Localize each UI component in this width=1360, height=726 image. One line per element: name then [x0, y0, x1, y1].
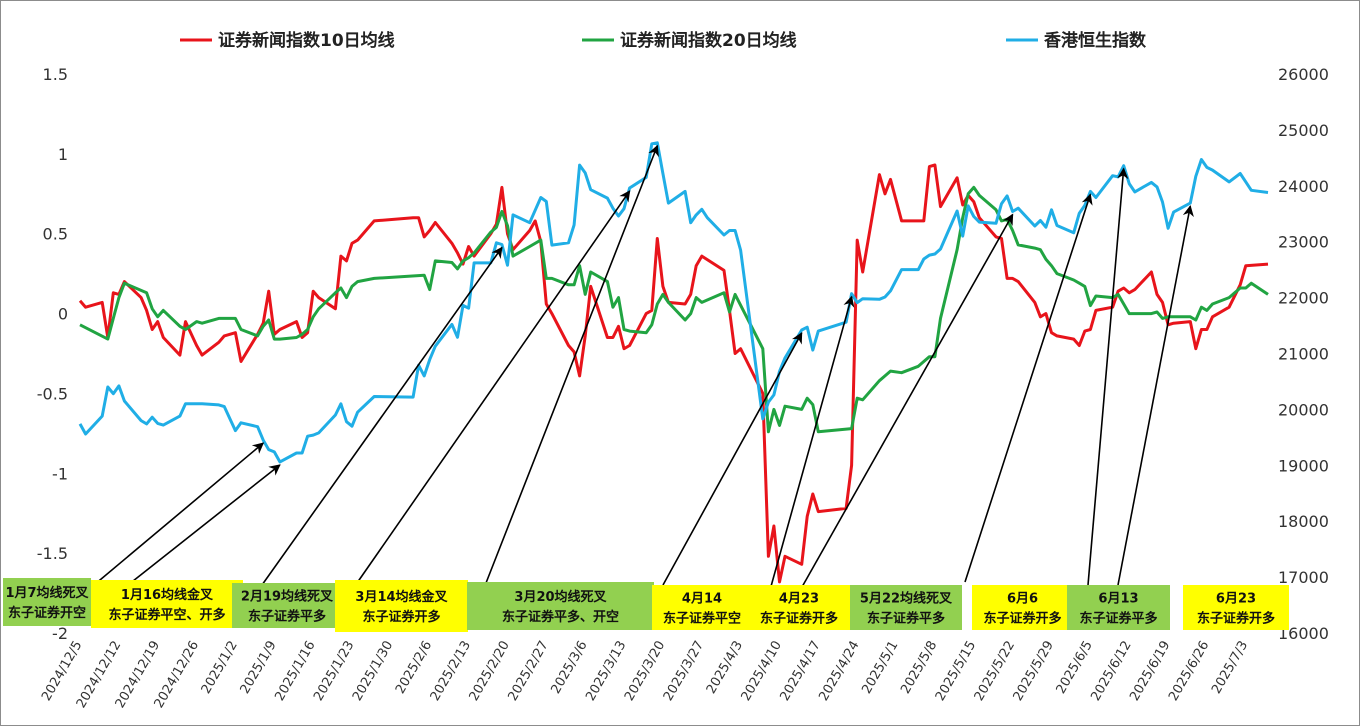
- annotation-box: [1183, 585, 1289, 630]
- annotation-box: [652, 585, 752, 630]
- annotation-action: 东子证券平空: [663, 611, 741, 627]
- annotation-action: 东子证券开多: [1197, 611, 1275, 627]
- y-left-tick-label: -0.5: [37, 384, 68, 403]
- annotation-arrow: [1087, 167, 1129, 586]
- y-left-tick-label: -1: [52, 464, 68, 483]
- annotation-arrow: [769, 295, 855, 591]
- annotation-arrow: [356, 190, 631, 584]
- y-left-tick-label: 1: [58, 145, 68, 164]
- annotation-title: 6月6: [1007, 592, 1038, 607]
- annotation-action: 东子证券平多: [867, 611, 945, 627]
- annotation-title: 5月22均线死叉: [860, 591, 953, 607]
- y-left-tick-label: 0: [58, 305, 68, 324]
- y-right-tick-label: 20000: [1278, 400, 1329, 419]
- series-line: [79, 185, 1269, 434]
- y-right-tick-label: 21000: [1278, 345, 1329, 364]
- y-right-tick-label: 24000: [1278, 177, 1329, 196]
- legend-label: 香港恒生指数: [1044, 30, 1147, 51]
- annotation-action: 东子证券开多: [362, 609, 440, 625]
- annotation-title: 6月13: [1098, 592, 1138, 607]
- annotation-action: 东子证券开多: [983, 611, 1061, 627]
- annotation-action: 东子证券平多、开空: [502, 609, 619, 625]
- annotation-arrow: [1117, 205, 1194, 586]
- annotation-title: 1月7均线死叉: [5, 585, 89, 601]
- annotation-box: [972, 585, 1073, 630]
- y-left-tick-label: -1.5: [37, 544, 68, 563]
- annotation-box: [748, 585, 850, 630]
- y-left-tick-label: -2: [52, 624, 68, 643]
- annotation-action: 东子证券平多: [248, 609, 326, 625]
- annotation-arrow: [93, 442, 265, 586]
- annotation-title: 6月23: [1216, 592, 1256, 607]
- series-line: [78, 141, 1269, 464]
- annotation-action: 东子证券平多: [1079, 611, 1157, 627]
- annotation-box: [335, 580, 468, 632]
- annotation-box: [91, 580, 243, 628]
- y-left-tick-label: 0.5: [43, 225, 68, 244]
- annotation-arrow: [662, 332, 803, 586]
- legend-label: 证券新闻指数20日均线: [620, 30, 797, 51]
- annotation-title: 1月16均线金叉: [121, 587, 214, 603]
- y-right-tick-label: 26000: [1278, 65, 1329, 84]
- annotation-arrow: [964, 193, 1093, 583]
- series-layer: [78, 141, 1269, 584]
- y-left-tick-label: 1.5: [43, 65, 68, 84]
- annotation-boxes: 1月7均线死叉东子证券开空1月16均线金叉东子证券平空、开多2月19均线死叉东子…: [3, 578, 1289, 632]
- y-right-tick-label: 23000: [1278, 233, 1329, 252]
- annotation-arrow: [485, 144, 659, 584]
- annotation-action: 东子证券开多: [760, 611, 838, 627]
- annotation-action: 东子证券平空、开多: [108, 607, 225, 623]
- y-right-tick-label: 25000: [1278, 121, 1329, 140]
- annotation-action: 东子证券开空: [8, 605, 86, 621]
- annotation-box: [232, 583, 342, 628]
- annotation-title: 3月14均线金叉: [355, 589, 448, 605]
- annotation-arrow: [261, 246, 503, 586]
- annotation-box: [467, 582, 654, 630]
- annotation-title: 4月14: [682, 592, 722, 607]
- y-right-tick-label: 18000: [1278, 512, 1329, 531]
- legend: 证券新闻指数10日均线 证券新闻指数20日均线 香港恒生指数: [180, 30, 1147, 51]
- y-right-tick-label: 17000: [1278, 568, 1329, 587]
- annotation-title: 2月19均线死叉: [241, 589, 334, 605]
- legend-label: 证券新闻指数10日均线: [218, 30, 395, 51]
- annotation-title: 3月20均线死叉: [514, 589, 607, 605]
- y-right-tick-label: 16000: [1278, 624, 1329, 643]
- series-line: [78, 163, 1269, 584]
- annotation-box: [3, 578, 91, 626]
- annotation-arrow: [127, 464, 281, 586]
- annotation-box: [850, 585, 962, 630]
- y-right-tick-label: 22000: [1278, 289, 1329, 308]
- annotation-arrow: [801, 213, 1014, 588]
- annotation-arrows: [93, 144, 1194, 591]
- annotation-box: [1067, 585, 1170, 630]
- y-right-tick-label: 19000: [1278, 456, 1329, 475]
- annotation-title: 4月23: [779, 592, 819, 607]
